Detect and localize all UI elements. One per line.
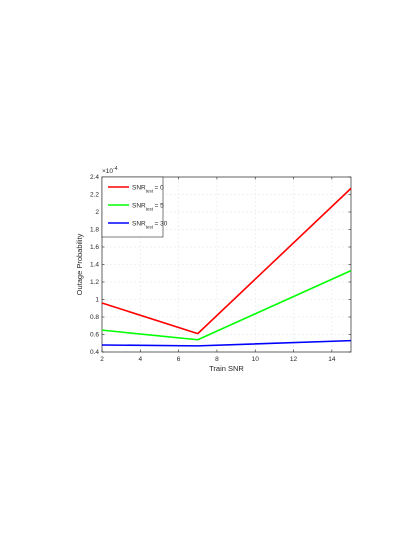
x-tick-label: 8	[215, 356, 219, 363]
x-tick-label: 14	[328, 356, 336, 363]
legend-entry-0: SNRtest = 0	[132, 184, 164, 193]
series-line-0	[101, 187, 352, 335]
x-tick-label: 4	[138, 356, 142, 363]
series-line-1	[101, 269, 352, 341]
y-tick-label: 1.8	[90, 227, 99, 234]
y-tick-label: 1.6	[90, 244, 99, 251]
y-tick-label: 1.2	[90, 279, 99, 286]
x-axis-label: Train SNR	[209, 364, 244, 373]
legend-label-main: SNR	[132, 202, 146, 209]
legend-label-value: = 30	[155, 220, 168, 227]
tick-layer: 2 4 6 8 10 12 14 0.4 0.6 0.8 1 1.2 1.4 1.6 1.8 2 2.2 2.4	[90, 174, 351, 363]
legend-entry-1: SNRtest = 5	[132, 202, 164, 211]
y-exponent-power: -4	[113, 166, 118, 172]
y-tick-label: 1	[95, 297, 99, 304]
legend-label-sub: test	[146, 224, 154, 229]
legend-label-sub: test	[146, 206, 154, 211]
legend-label-main: SNR	[132, 184, 146, 191]
x-tick-label: 12	[290, 356, 298, 363]
series-line-2	[101, 339, 352, 347]
y-tick-label: 2.4	[90, 174, 99, 181]
x-tick-label: 2	[100, 356, 104, 363]
legend-label-value: = 5	[155, 202, 165, 209]
x-tick-label: 6	[177, 356, 181, 363]
legend-label-sub: test	[146, 188, 154, 193]
y-tick-label: 0.8	[90, 314, 99, 321]
y-axis-exponent: ×10-4	[102, 166, 118, 175]
y-tick-label: 0.4	[90, 349, 99, 356]
y-exponent-base: ×10	[102, 168, 113, 175]
y-tick-label: 1.4	[90, 262, 99, 269]
legend-label-value: = 0	[155, 184, 165, 191]
y-tick-label: 2.2	[90, 192, 99, 199]
y-tick-label: 0.6	[90, 332, 99, 339]
y-tick-label: 2	[95, 209, 99, 216]
legend-label-main: SNR	[132, 220, 146, 227]
legend-entry-2: SNRtest = 30	[132, 220, 168, 229]
x-tick-label: 10	[252, 356, 260, 363]
series-layer	[101, 187, 352, 347]
y-axis-label: Outage Probability	[75, 233, 84, 295]
